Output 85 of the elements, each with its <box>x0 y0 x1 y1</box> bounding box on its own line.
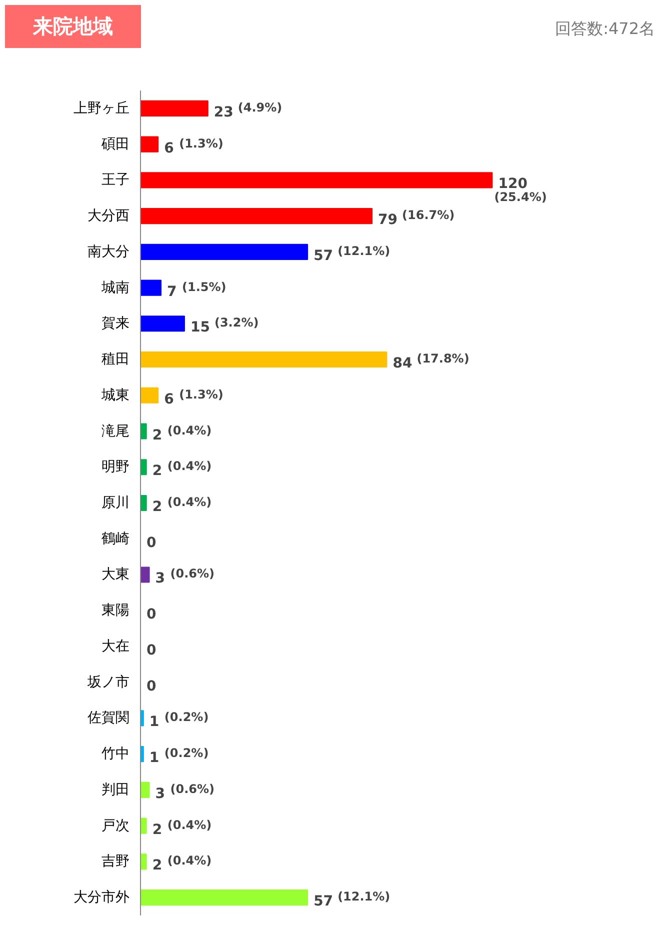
y-tick-label: 竹中 <box>102 746 130 762</box>
bar <box>140 316 185 332</box>
data-label: 3 <box>155 786 166 802</box>
bar <box>140 172 493 188</box>
y-tick-label: 原川 <box>102 495 130 511</box>
bar <box>140 890 308 906</box>
bar <box>140 782 150 798</box>
y-tick-label: 上野ヶ丘 <box>74 100 130 116</box>
bar <box>140 244 308 260</box>
data-label: 120 <box>498 176 528 192</box>
annotation: (0.4%) <box>167 495 212 509</box>
data-label: 2 <box>152 822 162 838</box>
annotation: (3.2%) <box>214 316 259 330</box>
bar <box>140 351 388 368</box>
y-tick-label: 大分市外 <box>74 890 130 906</box>
y-tick-label: 判田 <box>102 782 130 798</box>
data-label: 2 <box>152 463 162 480</box>
y-tick-label: 大分西 <box>88 208 130 224</box>
data-label: 6 <box>164 391 174 408</box>
data-label: 6 <box>164 140 174 156</box>
data-label: 0 <box>146 642 156 658</box>
data-label: 2 <box>152 858 162 874</box>
y-tick-label: 城南 <box>100 280 130 296</box>
bar <box>140 494 147 512</box>
y-tick-label: 坂ノ市 <box>86 674 130 690</box>
chart-title: 来院地域 <box>5 5 141 48</box>
data-label: 15 <box>190 320 210 336</box>
y-tick-label: 城東 <box>100 387 130 404</box>
bar <box>140 136 159 152</box>
annotation: (12.1%) <box>338 244 390 258</box>
bar <box>140 208 373 224</box>
data-label: 1 <box>149 750 160 766</box>
y-tick-label: 王子 <box>102 172 130 188</box>
annotation: (0.4%) <box>167 854 212 868</box>
bar <box>140 280 162 296</box>
y-tick-label: 東陽 <box>102 602 130 619</box>
y-tick-label: 南大分 <box>88 244 130 260</box>
data-label: 3 <box>155 570 166 587</box>
data-label: 84 <box>392 356 412 372</box>
bar <box>140 387 159 404</box>
y-tick-label: 戸次 <box>102 818 130 834</box>
text: 回答数:472名 <box>555 19 655 40</box>
annotation: (12.1%) <box>338 890 390 904</box>
data-label: 2 <box>152 499 162 515</box>
bar <box>140 818 147 834</box>
bar <box>140 566 150 583</box>
annotation: (1.5%) <box>182 280 226 294</box>
annotation: (25.4%) <box>494 190 547 204</box>
annotation: (17.8%) <box>416 352 470 366</box>
data-label: 57 <box>314 894 334 910</box>
annotation: (0.6%) <box>170 782 215 796</box>
y-tick-label: 大東 <box>102 566 130 583</box>
annotation: (0.4%) <box>167 459 212 474</box>
y-tick-label: 賀来 <box>102 316 130 332</box>
data-label: 0 <box>146 534 156 551</box>
bar <box>140 710 144 726</box>
annotation: (0.4%) <box>167 818 212 832</box>
y-tick-label: 鶴崎 <box>102 530 130 547</box>
annotation: (0.2%) <box>164 746 209 760</box>
y-tick-label: 大在 <box>102 638 130 654</box>
y-tick-label: 稙田 <box>102 352 130 368</box>
bar <box>140 100 208 116</box>
annotation: (0.6%) <box>170 566 215 581</box>
bar <box>140 423 147 440</box>
annotation: (4.9%) <box>238 100 282 114</box>
data-label: 0 <box>146 606 156 623</box>
data-label: 2 <box>152 427 162 444</box>
y-tick-label: 滝尾 <box>102 423 130 440</box>
annotation: (0.2%) <box>164 710 209 724</box>
data-label: 57 <box>314 248 334 264</box>
bar <box>140 854 147 870</box>
data-label: 0 <box>146 678 156 694</box>
y-tick-label: 碩田 <box>100 136 130 152</box>
annotation: (16.7%) <box>402 208 455 222</box>
bar <box>140 459 147 476</box>
data-label: 1 <box>149 714 160 730</box>
y-tick-label: 吉野 <box>102 854 130 870</box>
data-label: 23 <box>214 104 234 120</box>
annotation: (0.4%) <box>167 423 212 438</box>
y-tick-label: 明野 <box>102 459 130 476</box>
data-label: 79 <box>378 212 398 228</box>
annotation: (1.3%) <box>179 387 224 402</box>
data-label: 7 <box>167 284 177 300</box>
annotation: (1.3%) <box>179 136 224 150</box>
y-tick-label: 佐賀関 <box>88 710 130 726</box>
